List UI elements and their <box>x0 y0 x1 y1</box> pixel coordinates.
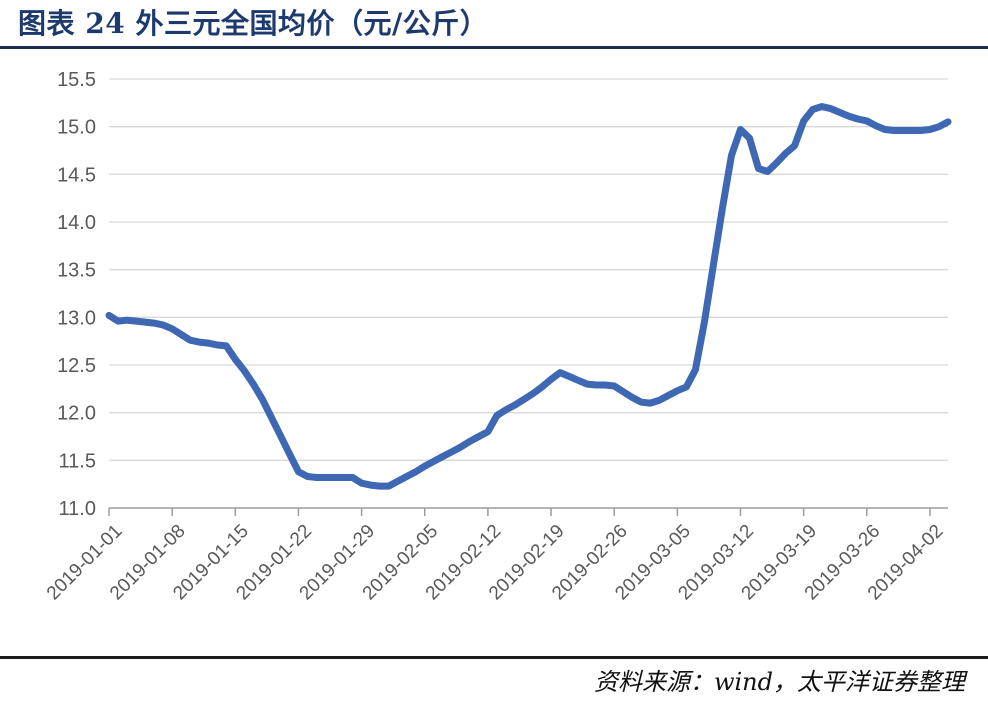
y-axis-tick-label: 15.5 <box>57 69 96 91</box>
y-axis-tick-label: 15.0 <box>57 117 96 139</box>
title-rule <box>0 46 988 49</box>
y-axis-tick-label: 14.5 <box>57 164 96 186</box>
price-series-line <box>105 103 952 490</box>
y-axis-tick-label: 11.5 <box>59 450 96 472</box>
figure-title: 图表 24 外三元全国均价（元/公斤） <box>18 7 489 40</box>
footer-separator <box>0 656 988 659</box>
source-note: 资料来源：wind，太平洋证券整理 <box>593 668 965 696</box>
y-axis-tick-label: 13.5 <box>57 260 96 282</box>
y-axis-tick-label: 11.0 <box>59 498 96 520</box>
y-axis-tick-label: 12.5 <box>57 355 96 377</box>
y-axis-tick-label: 14.0 <box>57 212 96 234</box>
y-axis-tick-label: 13.0 <box>57 307 96 329</box>
y-axis-tick-label: 12.0 <box>57 403 96 425</box>
